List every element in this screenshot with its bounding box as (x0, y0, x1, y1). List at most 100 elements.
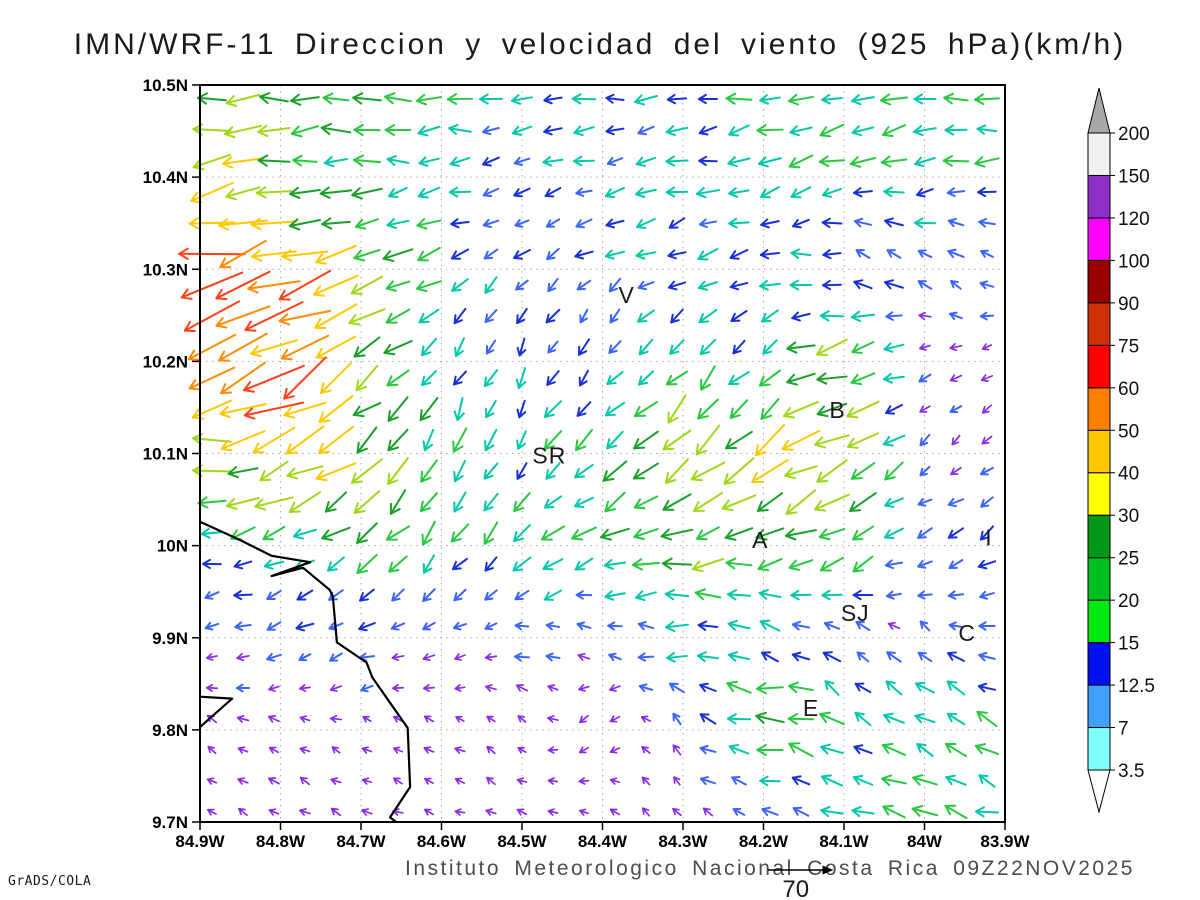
wind-arrow (605, 219, 625, 227)
wind-arrow-head (637, 652, 646, 659)
wind-arrow-head (178, 247, 189, 255)
wind-arrow-head (578, 780, 586, 785)
wind-arrow-head (250, 345, 259, 355)
wind-arrow (758, 369, 782, 387)
wind-arrow (220, 361, 266, 395)
wind-arrow (727, 593, 751, 597)
colorbar-band (1087, 429, 1111, 474)
wind-arrow (484, 276, 498, 294)
wind-arrow (417, 246, 441, 262)
wind-arrow (361, 809, 373, 815)
wind-arrow-head (576, 406, 581, 417)
wind-arrow (788, 154, 814, 168)
wind-arrow-head (516, 779, 523, 785)
wind-arrow-head (634, 94, 643, 104)
wind-arrow (483, 369, 499, 387)
wind-arrow-head (222, 156, 232, 165)
wind-arrow-head (883, 372, 892, 381)
wind-arrow-head (919, 437, 923, 447)
wind-arrow (945, 776, 967, 786)
wind-arrow (545, 218, 561, 228)
wind-arrow-head (854, 711, 860, 722)
wind-arrow-head (819, 711, 831, 715)
wind-arrow-head (516, 318, 526, 325)
wind-arrow-head (607, 621, 616, 627)
wind-arrow-head (762, 350, 773, 355)
wind-arrow (917, 560, 933, 568)
wind-arrow (485, 685, 497, 691)
wind-arrow-head (247, 281, 258, 290)
wind-arrow (319, 189, 353, 195)
wind-arrow-head (819, 310, 830, 317)
wind-arrow (574, 463, 594, 479)
wind-arrow-head (545, 474, 556, 480)
wind-arrow-head (732, 808, 739, 816)
wind-arrow (547, 685, 559, 691)
wind-arrow-head (353, 354, 366, 358)
wind-arrow-head (759, 94, 768, 102)
wind-arrow-head (318, 442, 324, 455)
wind-arrow-head (816, 372, 827, 381)
wind-arrow-head (851, 343, 859, 354)
wind-arrow-head (353, 154, 364, 161)
wind-arrow-head (388, 561, 394, 573)
wind-arrow-head (574, 505, 585, 509)
wind-arrow-head (916, 743, 922, 753)
wind-arrow-head (278, 289, 286, 301)
wind-arrow-head (695, 449, 708, 456)
wind-arrow-head (919, 347, 927, 351)
wind-arrow-head (608, 287, 618, 293)
wind-arrow-head (579, 809, 585, 816)
wind-arrow-head (542, 156, 551, 164)
wind-arrow-head (482, 194, 493, 198)
wind-arrow (330, 807, 342, 817)
y-tick-label: 10.1N (143, 445, 188, 464)
wind-arrow (187, 333, 237, 361)
station-label: C (958, 620, 976, 646)
wind-arrow-head (449, 156, 458, 166)
wind-arrow-head (851, 131, 863, 137)
wind-arrow (820, 775, 844, 787)
wind-arrow-head (788, 684, 798, 694)
wind-arrow (453, 623, 467, 629)
wind-arrow-head (454, 658, 462, 661)
wind-arrow-head (728, 374, 735, 385)
wind-arrow (514, 219, 530, 227)
wind-arrow-head (786, 347, 798, 354)
wind-arrow-head (852, 774, 864, 779)
wind-arrow-head (944, 124, 954, 132)
wind-arrow (665, 159, 689, 163)
wind-arrow-head (513, 537, 524, 542)
wind-arrow-head (361, 746, 370, 750)
wind-arrow-head (884, 219, 892, 228)
colorbar-band (1087, 259, 1111, 304)
wind-arrow-head (542, 560, 550, 570)
wind-arrow-head (977, 685, 986, 693)
wind-arrow-head (295, 621, 304, 630)
wind-arrow-head (288, 501, 296, 513)
wind-arrow (416, 219, 442, 227)
wind-arrow-head (259, 95, 269, 105)
wind-arrow-head (814, 436, 824, 446)
wind-arrow-head (268, 808, 277, 812)
wind-arrow-head (574, 498, 581, 508)
wind-arrow-head (790, 594, 800, 601)
wind-arrow (543, 495, 563, 509)
wind-arrow-head (251, 255, 263, 262)
wind-arrow-head (361, 808, 369, 812)
wind-arrow (698, 308, 718, 324)
wind-arrow (637, 622, 655, 630)
wind-arrow-head (853, 745, 861, 755)
wind-arrow (295, 622, 315, 630)
wind-arrow (577, 654, 591, 660)
x-tick-label: 84.6W (417, 832, 467, 851)
wind-arrow (947, 219, 965, 227)
wind-arrow (604, 401, 626, 417)
wind-arrow (788, 559, 814, 569)
wind-arrow-head (606, 444, 618, 450)
wind-arrow-head (387, 446, 400, 452)
wind-arrow-head (816, 378, 828, 385)
wind-arrow-head (759, 249, 769, 256)
wind-arrow (353, 158, 381, 164)
wind-arrow-head (547, 779, 554, 785)
